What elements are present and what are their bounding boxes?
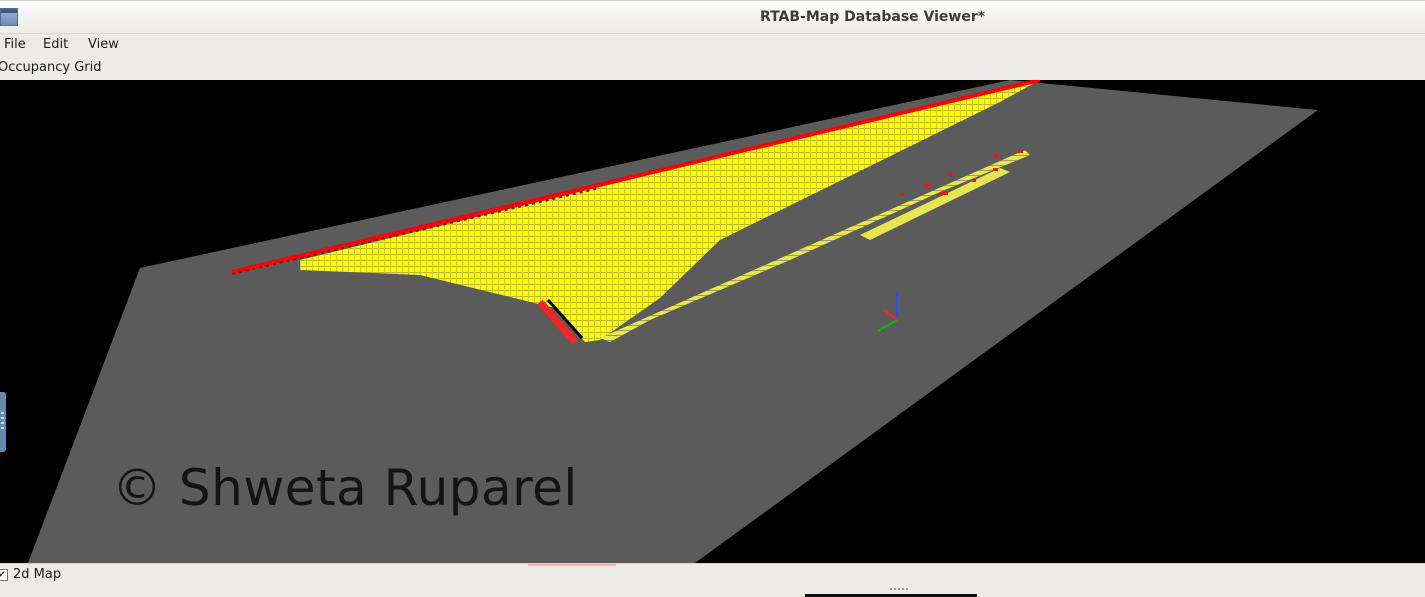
free-space-area [300, 80, 1040, 342]
dock-resize-handle[interactable] [0, 392, 6, 452]
window-icon[interactable] [0, 8, 18, 26]
free-space-strip [600, 150, 1030, 342]
dock-title: Occupancy Grid [0, 60, 102, 75]
menu-bar: File Edit View [0, 35, 1425, 56]
obstacle-edge-corner [537, 299, 578, 345]
dock-title-bar[interactable]: Occupancy Grid [0, 57, 1425, 79]
map-3d-viewport[interactable] [0, 80, 1425, 563]
2d-map-label: 2d Map [13, 567, 62, 582]
progress-indicator [528, 564, 616, 566]
menu-edit[interactable]: Edit [43, 37, 69, 52]
splitter-grip[interactable] [890, 588, 910, 590]
title-bar: RTAB-Map Database Viewer* [0, 0, 1425, 34]
obstacle-points [900, 150, 1023, 196]
obstacle-edge-top [231, 80, 1041, 274]
window-title: RTAB-Map Database Viewer* [759, 9, 986, 25]
menu-file[interactable]: File [4, 37, 26, 52]
axes-gizmo [877, 292, 898, 332]
occupancy-grid-render [28, 80, 1318, 563]
2d-map-checkbox[interactable]: ✔ [0, 569, 8, 581]
ground-plane [28, 80, 1318, 563]
menu-view[interactable]: View [88, 37, 119, 52]
bottom-bar: ✔ 2d Map [0, 563, 1425, 597]
watermark: © Shweta Ruparel [112, 459, 578, 517]
